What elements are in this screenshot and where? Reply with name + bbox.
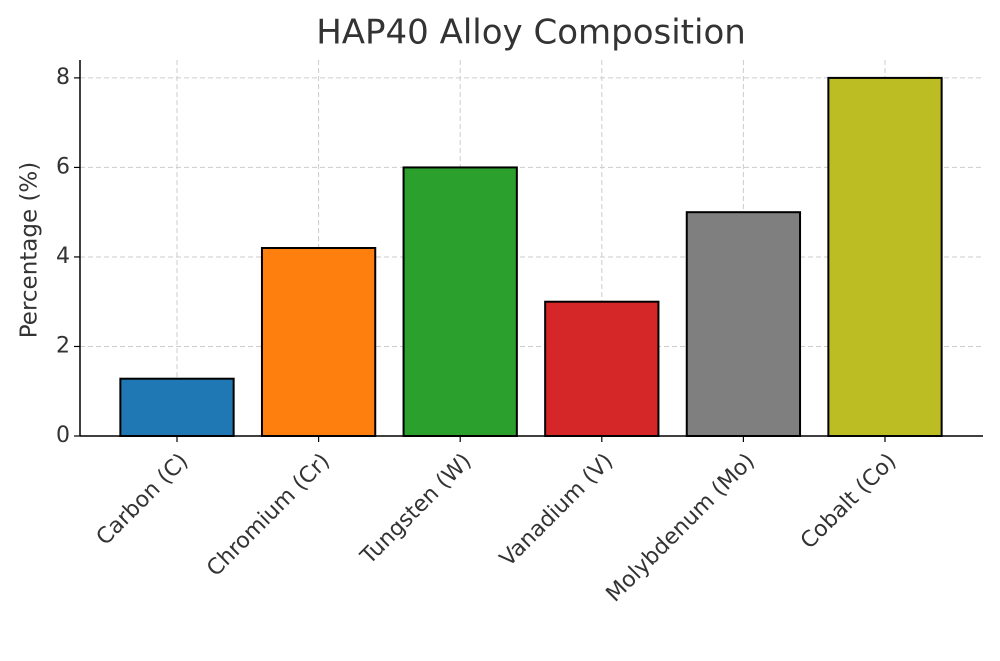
- bar: [119, 377, 235, 438]
- x-tick-label: Tungsten (W): [355, 449, 476, 570]
- y-tick-label: 2: [56, 333, 70, 358]
- x-tick-label: Molybdenum (Mo): [602, 449, 760, 607]
- x-tick-label: Chromium (Cr): [202, 449, 335, 582]
- y-tick-label: 8: [56, 65, 70, 90]
- x-tick-label: Cobalt (Co): [796, 449, 901, 554]
- chart-title: HAP40 Alloy Composition: [316, 13, 746, 53]
- bar: [685, 211, 802, 437]
- y-tick-label: 6: [56, 154, 70, 179]
- y-axis-label: Percentage (%): [17, 162, 43, 339]
- bar: [544, 300, 660, 438]
- bar: [827, 76, 943, 438]
- x-tick-label: Carbon (C): [92, 449, 194, 551]
- y-tick-label: 4: [56, 244, 70, 269]
- bar: [260, 247, 377, 437]
- bar: [402, 166, 518, 438]
- y-tick-label: 0: [56, 423, 70, 448]
- x-tick-label: Vanadium (V): [495, 449, 618, 572]
